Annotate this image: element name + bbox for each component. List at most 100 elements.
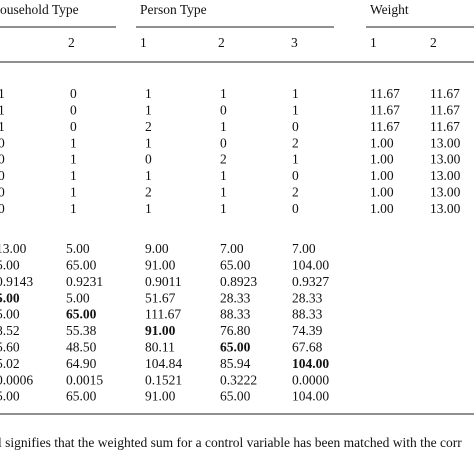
summary-cell: 111.67 [145, 307, 181, 322]
table-cell: 1.00 [370, 184, 394, 199]
table-cell: 1 [292, 86, 299, 101]
summary-cell: 0.9327 [292, 274, 329, 289]
summary-cell: 91.00 [145, 389, 176, 404]
table-cell: 1 [220, 119, 227, 134]
table-cell: 1 [292, 102, 299, 117]
summary-cell: 5.00 [0, 290, 20, 305]
summary-cell: 80.11 [145, 339, 175, 354]
summary-cell: 28.33 [292, 290, 323, 305]
summary-cell: 104.84 [145, 356, 182, 371]
summary-cell: 48.50 [66, 339, 97, 354]
summary-cell: 64.90 [66, 356, 97, 371]
summary-cell: 0.3222 [220, 372, 257, 387]
table-cell: 1 [145, 201, 152, 216]
summary-cell: 55.38 [66, 323, 97, 338]
summary-cell: 91.00 [145, 257, 176, 272]
table-cell: 0 [292, 168, 299, 183]
table-cell: 0 [0, 201, 5, 216]
summary-cell: 0.0000 [292, 372, 329, 387]
table-cell: 0 [292, 119, 299, 134]
summary-cell: 74.39 [292, 323, 323, 338]
summary-cell: 8.52 [0, 323, 20, 338]
table-cell: 2 [220, 152, 227, 167]
sub-header: 2 [68, 35, 75, 50]
summary-cell: 65.00 [66, 257, 97, 272]
summary-cell: 0.8923 [220, 274, 257, 289]
summary-cell: 88.33 [292, 307, 323, 322]
table-cell: 2 [145, 184, 152, 199]
table-cell: 1 [0, 102, 5, 117]
table-cell: 0 [70, 102, 77, 117]
summary-cell: 51.67 [145, 290, 176, 305]
summary-cell: 85.94 [220, 356, 251, 371]
table-cell: 1 [292, 152, 299, 167]
summary-cell: 5.60 [0, 339, 20, 354]
table-cell: 11.67 [370, 119, 400, 134]
summary-cell: 9.00 [145, 241, 169, 256]
table-cell: 11.67 [430, 86, 460, 101]
summary-cell: 5.00 [66, 290, 90, 305]
table-cell: 2 [145, 119, 152, 134]
table-cell: 1.00 [370, 135, 394, 150]
table-cell: 1 [70, 201, 77, 216]
sub-header: 2 [218, 35, 225, 50]
table-cell: 0 [0, 152, 5, 167]
table-cell: 0 [145, 152, 152, 167]
summary-cell: 5.02 [0, 356, 20, 371]
table-cell: 1 [220, 86, 227, 101]
summary-cell: 0.1521 [145, 372, 182, 387]
sub-header: 1 [370, 35, 377, 50]
table-cell: 1 [70, 184, 77, 199]
table-cell: 2 [292, 135, 299, 150]
table-cell: 0 [70, 119, 77, 134]
table-cell: 1 [145, 135, 152, 150]
table-cell: 1 [70, 168, 77, 183]
table-cell: 13.00 [430, 184, 461, 199]
table-cell: 1 [70, 135, 77, 150]
table-cell: 13.00 [430, 168, 461, 183]
summary-cell: 65.00 [66, 389, 97, 404]
table-cell: 1.00 [370, 201, 394, 216]
summary-cell: 13.00 [0, 241, 27, 256]
table-cell: 1 [145, 86, 152, 101]
table-cell: 13.00 [430, 201, 461, 216]
table-cell: 1 [220, 184, 227, 199]
table-cell: 1 [220, 201, 227, 216]
sub-header: 1 [140, 35, 147, 50]
table-cell: 1 [0, 119, 5, 134]
summary-cell: 104.00 [292, 356, 329, 371]
summary-cell: 91.00 [145, 323, 176, 338]
table-cell: 0 [0, 135, 5, 150]
table-cell: 1 [70, 152, 77, 167]
table-cell: 0 [0, 168, 5, 183]
table-cell: 11.67 [370, 102, 400, 117]
table-cell: 0 [70, 86, 77, 101]
summary-cell: 28.33 [220, 290, 251, 305]
summary-cell: 88.33 [220, 307, 251, 322]
summary-cell: 65.00 [220, 257, 251, 272]
table-cell: 0 [220, 135, 227, 150]
group-header: Weight [370, 2, 409, 17]
summary-cell: 0.9143 [0, 274, 33, 289]
summary-cell: 5.00 [66, 241, 90, 256]
summary-cell: 5.00 [0, 389, 20, 404]
summary-cell: 0.9231 [66, 274, 103, 289]
group-header: ousehold Type [0, 2, 79, 17]
table-cell: 13.00 [430, 135, 461, 150]
table-cell: 11.67 [370, 86, 400, 101]
sub-header: 2 [430, 35, 437, 50]
summary-cell: 104.00 [292, 389, 329, 404]
summary-cell: 5.00 [0, 257, 20, 272]
summary-cell: 7.00 [292, 241, 316, 256]
table-cell: 13.00 [430, 152, 461, 167]
summary-cell: 0.0006 [0, 372, 33, 387]
table-cell: 1 [145, 102, 152, 117]
table-cell: 1.00 [370, 168, 394, 183]
table-cell: 1 [0, 86, 5, 101]
table-cell: 0 [0, 184, 5, 199]
table-cell: 1.00 [370, 152, 394, 167]
table-cell: 1 [220, 168, 227, 183]
summary-cell: 0.0015 [66, 372, 103, 387]
table-cell: 0 [220, 102, 227, 117]
